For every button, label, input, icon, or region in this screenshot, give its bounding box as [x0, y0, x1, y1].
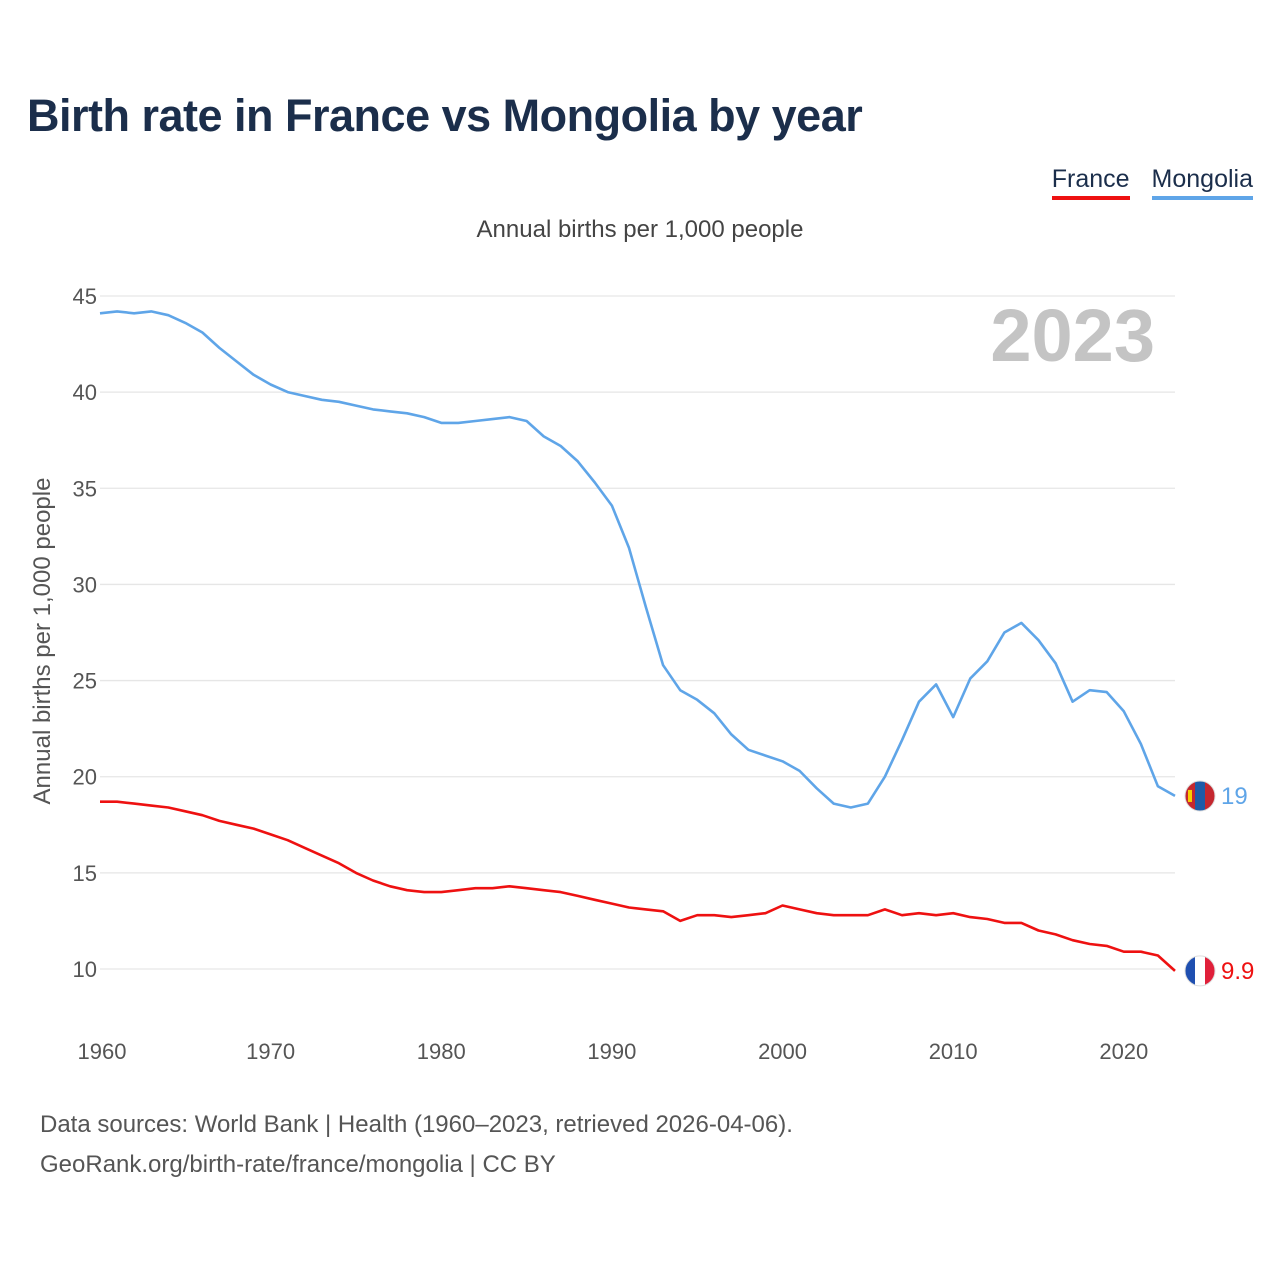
x-tick-label: 1990	[587, 1039, 636, 1064]
end-label-mongolia: 19	[1221, 783, 1248, 810]
chart-title: Birth rate in France vs Mongolia by year	[27, 90, 863, 141]
series-endpoints: 9.9 19	[1184, 780, 1254, 987]
series-lines	[99, 310, 1176, 972]
mongolia-flag-icon	[1184, 780, 1216, 812]
gridlines	[100, 295, 1175, 970]
series-line-mongolia	[99, 310, 1176, 809]
chart-subtitle: Annual births per 1,000 people	[476, 216, 804, 243]
legend: France Mongolia	[1051, 165, 1253, 200]
x-tick-label: 2010	[929, 1039, 978, 1064]
y-axis-label: Annual births per 1,000 people	[29, 478, 56, 805]
y-tick-label: 25	[73, 669, 97, 694]
end-label-france: 9.9	[1221, 958, 1254, 985]
legend-item-france[interactable]: France	[1051, 165, 1130, 200]
y-tick-label: 35	[73, 476, 97, 501]
data-source-note: Data sources: World Bank | Health (1960–…	[40, 1111, 793, 1138]
legend-item-mongolia[interactable]: Mongolia	[1151, 165, 1253, 200]
x-tick-label: 1980	[417, 1039, 466, 1064]
x-tick-label: 2000	[758, 1039, 807, 1064]
france-flag-icon	[1184, 955, 1216, 987]
x-tick-label: 1960	[78, 1039, 127, 1064]
footer: Data sources: World Bank | Health (1960–…	[40, 1105, 793, 1185]
series-line-france	[100, 800, 1176, 972]
y-tick-label: 45	[73, 284, 97, 309]
x-tick-label: 2020	[1099, 1039, 1148, 1064]
source-url: GeoRank.org/birth-rate/france/mongolia |…	[40, 1151, 556, 1178]
x-axis-ticks: 1960 1970 1980 1990 2000 2010 2020	[78, 1039, 1149, 1064]
y-tick-label: 40	[73, 380, 97, 405]
x-tick-label: 1970	[246, 1039, 295, 1064]
year-watermark: 2023	[990, 294, 1155, 377]
y-tick-label: 20	[73, 765, 97, 790]
y-tick-label: 30	[73, 572, 97, 597]
y-tick-label: 15	[73, 861, 97, 886]
y-tick-label: 10	[73, 957, 97, 982]
y-axis-ticks: 10 15 20 25 30 35 40 45	[73, 284, 97, 982]
